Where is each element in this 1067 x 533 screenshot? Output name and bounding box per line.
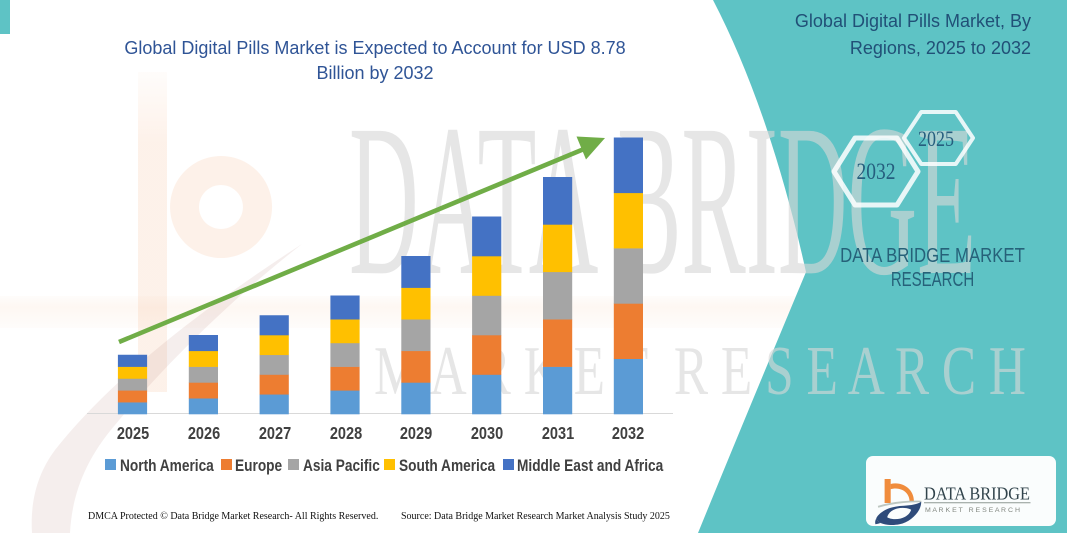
svg-text:M A R K E T R E S E A R C H: M A R K E T R E S E A R C H	[925, 507, 1020, 514]
svg-text:DATA BRIDGE: DATA BRIDGE	[349, 80, 976, 320]
svg-text:M A R K E T R E S E A R C H: M A R K E T R E S E A R C H	[374, 333, 1026, 410]
svg-text:2032: 2032	[857, 159, 896, 185]
svg-text:2025: 2025	[918, 126, 954, 151]
svg-text:DATA BRIDGE: DATA BRIDGE	[924, 484, 1030, 504]
